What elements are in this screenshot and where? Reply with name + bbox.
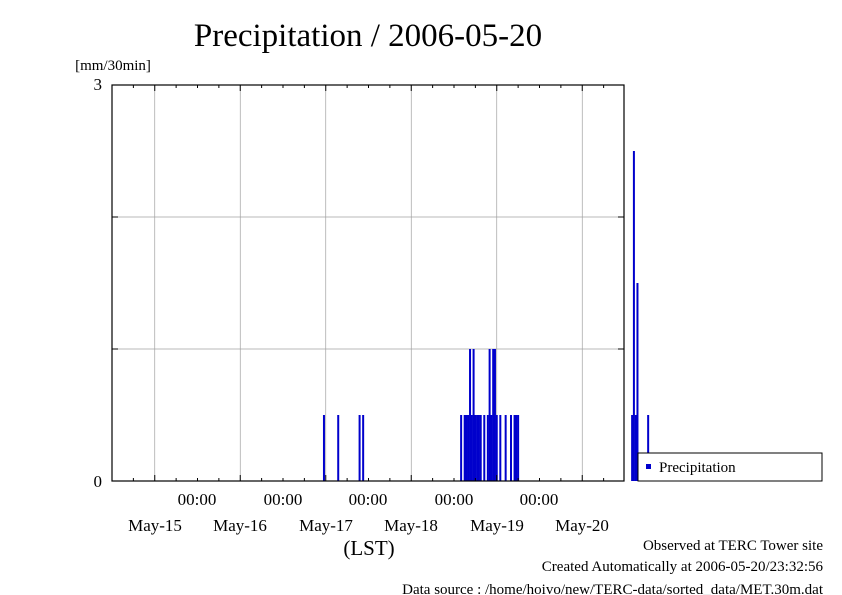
grid-lines bbox=[112, 85, 624, 481]
bar bbox=[469, 349, 472, 481]
bar bbox=[322, 415, 325, 481]
bar bbox=[488, 349, 491, 481]
bar bbox=[474, 415, 477, 481]
bar bbox=[513, 415, 516, 481]
bar bbox=[486, 415, 489, 481]
bars-group bbox=[322, 151, 650, 481]
bar bbox=[467, 415, 470, 481]
x-date-label-6: May-20 bbox=[555, 516, 609, 535]
x-time-label-4: 00:00 bbox=[435, 490, 474, 509]
legend: Precipitation bbox=[637, 452, 823, 482]
legend-swatch bbox=[646, 464, 651, 469]
footer-created: Created Automatically at 2006-05-20/23:3… bbox=[542, 559, 824, 575]
bar bbox=[636, 283, 639, 481]
bar bbox=[510, 415, 512, 481]
bar bbox=[631, 415, 634, 481]
bar bbox=[492, 349, 495, 481]
x-date-label-5: May-19 bbox=[470, 516, 524, 535]
footer-observed: Observed at TERC Tower site bbox=[643, 538, 823, 554]
x-date-label-2: May-16 bbox=[213, 516, 267, 535]
x-time-label-1: 00:00 bbox=[178, 490, 217, 509]
y-tick-label-top: 3 bbox=[94, 75, 103, 94]
bar bbox=[337, 415, 340, 481]
axes-group bbox=[111, 84, 625, 482]
chart-title: Precipitation / 2006-05-20 bbox=[194, 18, 542, 54]
x-date-label-1: May-15 bbox=[128, 516, 182, 535]
bar bbox=[358, 415, 361, 481]
plot-frame bbox=[111, 84, 625, 482]
footer-source: Data source : /home/hoivo/new/TERC-data/… bbox=[402, 582, 824, 595]
bar bbox=[460, 415, 463, 481]
bar bbox=[490, 415, 493, 481]
bar bbox=[463, 415, 466, 481]
bar bbox=[634, 415, 637, 481]
bar bbox=[465, 415, 468, 481]
bar bbox=[483, 415, 486, 481]
y-axis-unit: [mm/30min] bbox=[75, 58, 151, 74]
bar bbox=[476, 415, 479, 481]
bar bbox=[362, 415, 365, 481]
x-date-label-4: May-18 bbox=[384, 516, 438, 535]
bar bbox=[472, 349, 475, 481]
x-time-label-3: 00:00 bbox=[349, 490, 388, 509]
legend-label: Precipitation bbox=[659, 460, 736, 476]
x-time-label-2: 00:00 bbox=[264, 490, 303, 509]
bar bbox=[515, 415, 518, 481]
bar bbox=[632, 151, 635, 481]
bar bbox=[495, 415, 498, 481]
bar bbox=[517, 415, 520, 481]
x-axis-label: (LST) bbox=[343, 536, 394, 560]
bar bbox=[470, 415, 473, 481]
bar bbox=[493, 349, 496, 481]
bar bbox=[504, 415, 507, 481]
bar bbox=[499, 415, 502, 481]
bar bbox=[479, 415, 482, 481]
legend-box bbox=[637, 452, 823, 482]
y-tick-label-bottom: 0 bbox=[94, 472, 103, 491]
x-date-label-3: May-17 bbox=[299, 516, 353, 535]
bar bbox=[647, 415, 650, 481]
bar bbox=[477, 415, 480, 481]
x-time-label-5: 00:00 bbox=[520, 490, 559, 509]
